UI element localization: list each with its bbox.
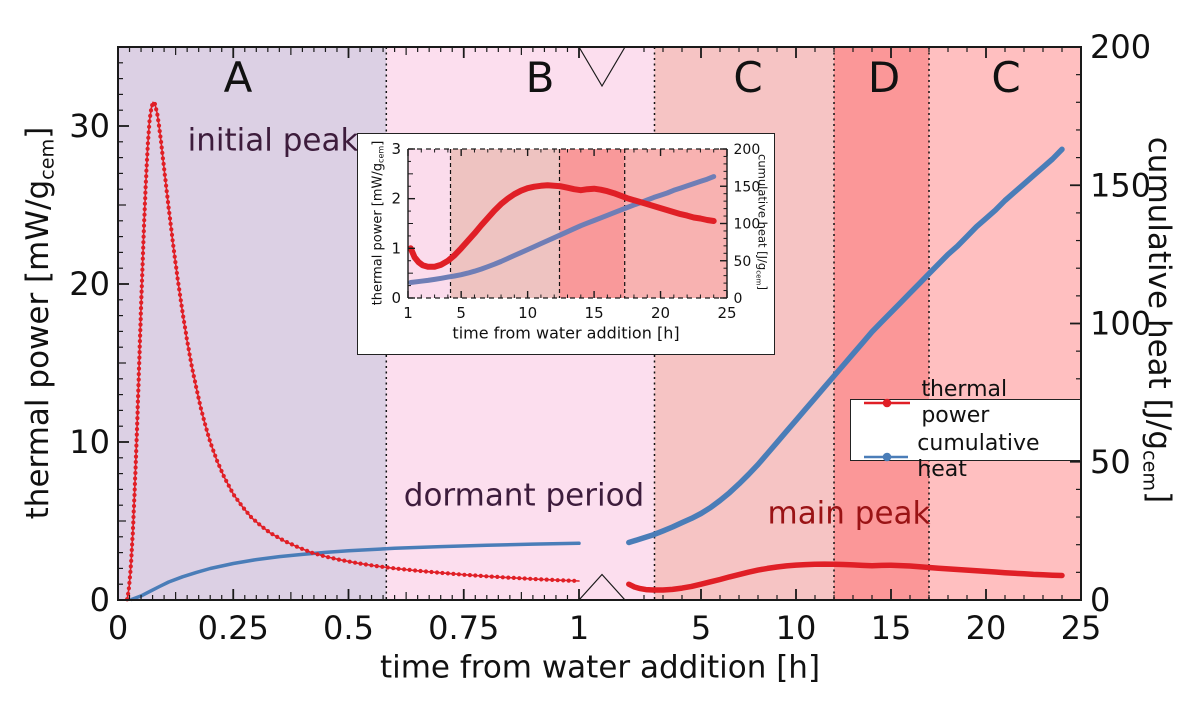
- legend-label: cumulative heat: [917, 430, 1040, 482]
- legend: thermal power cumulative heat: [850, 377, 1081, 482]
- svg-text:25: 25: [717, 304, 736, 322]
- svg-text:0: 0: [90, 581, 110, 619]
- svg-text:100: 100: [734, 217, 761, 233]
- svg-text:0: 0: [1090, 581, 1110, 619]
- svg-text:5: 5: [456, 304, 466, 322]
- svg-text:0.75: 0.75: [428, 609, 499, 647]
- inset-y-right-title: cumulative heat [J/gcem]: [754, 154, 770, 290]
- svg-text:150: 150: [734, 179, 761, 195]
- svg-text:10: 10: [776, 609, 817, 647]
- svg-text:200: 200: [1090, 28, 1151, 66]
- annotation-initial-peak: initial peak: [187, 122, 359, 159]
- svg-text:10: 10: [518, 304, 537, 322]
- x-axis-title: time from water addition [h]: [379, 649, 821, 686]
- legend-item-cumulative-heat: cumulative heat: [861, 431, 1080, 484]
- annotation-dormant-period: dormant period: [403, 477, 645, 514]
- y-axis-right-title: cumulative heat [J/gcem]: [1138, 136, 1177, 504]
- inset-x-axis-title: time from water addition [h]: [452, 323, 680, 343]
- thermal-power-marker-icon: [864, 398, 910, 408]
- svg-text:10: 10: [69, 423, 110, 461]
- svg-text:15: 15: [871, 609, 912, 647]
- svg-text:1: 1: [569, 609, 589, 647]
- region-label-c1: C: [733, 53, 763, 102]
- region-label-a: A: [223, 53, 253, 102]
- y-axis-left-title: thermal power [mW/gcem]: [20, 126, 59, 520]
- svg-text:0: 0: [391, 289, 401, 307]
- svg-text:0.25: 0.25: [198, 609, 269, 647]
- svg-text:150: 150: [1090, 166, 1151, 204]
- svg-text:30: 30: [69, 107, 110, 145]
- svg-text:0.5: 0.5: [323, 609, 374, 647]
- svg-text:5: 5: [691, 609, 711, 647]
- svg-text:25: 25: [1061, 609, 1102, 647]
- svg-text:2: 2: [391, 190, 401, 208]
- svg-text:20: 20: [966, 609, 1007, 647]
- svg-text:50: 50: [734, 254, 752, 270]
- region-label-b: B: [525, 53, 555, 102]
- legend-item-thermal-power: thermal power: [861, 377, 1080, 430]
- annotation-main-peak: main peak: [767, 495, 931, 532]
- inset-y-left-title: thermal power [mW/gcem]: [370, 140, 386, 306]
- svg-text:3: 3: [391, 140, 401, 158]
- svg-text:0: 0: [108, 609, 128, 647]
- svg-text:15: 15: [585, 304, 604, 322]
- svg-text:50: 50: [1090, 443, 1131, 481]
- region-label-c2: C: [991, 53, 1021, 102]
- svg-text:20: 20: [651, 304, 670, 322]
- svg-text:20: 20: [69, 265, 110, 303]
- region-label-d: D: [867, 53, 901, 102]
- svg-text:100: 100: [1090, 305, 1151, 343]
- inset-chart-box: 1 5 10 15 20 25 0 1 2 3 0 50 100 150 200: [357, 133, 775, 355]
- svg-text:200: 200: [734, 142, 761, 158]
- svg-text:0: 0: [734, 291, 743, 307]
- cumulative-heat-marker-icon: [864, 452, 909, 462]
- svg-text:1: 1: [403, 304, 413, 322]
- svg-text:1: 1: [391, 239, 401, 257]
- legend-label: thermal power: [921, 376, 1008, 429]
